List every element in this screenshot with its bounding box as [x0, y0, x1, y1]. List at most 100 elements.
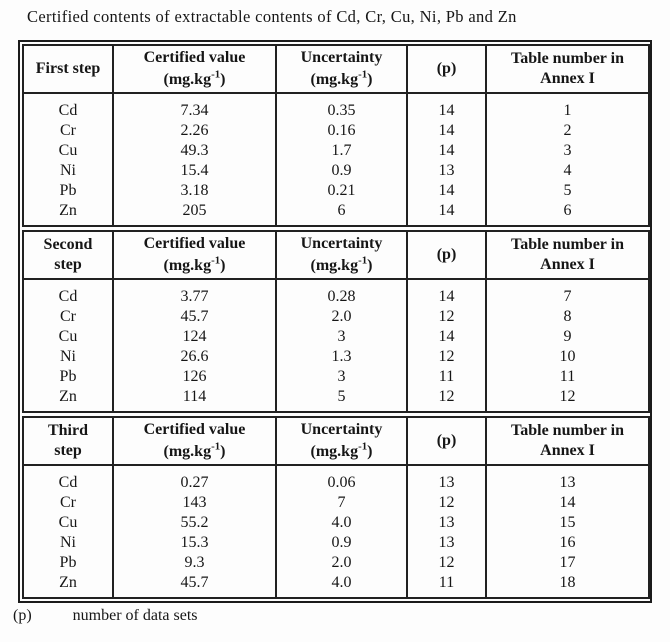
- cell-table-number: 3: [485, 141, 649, 161]
- cell-uncertainty: 6: [275, 201, 407, 226]
- cell-certified-value: 2.26: [112, 121, 276, 141]
- cell-element: Ni: [60, 162, 76, 179]
- cell-p: 14: [406, 93, 486, 121]
- cell-element: Ni: [60, 534, 76, 551]
- table-row: Cr 143 7 12 14: [23, 493, 649, 513]
- cell-uncertainty: 0.9: [275, 533, 407, 553]
- header-table-number: Table number in Annex I: [485, 231, 649, 280]
- header-p: (p): [406, 231, 486, 280]
- footnote-text: number of data sets: [72, 607, 198, 624]
- unit-label: (mg.kg-1): [163, 68, 226, 88]
- header-row: Second step Certified value (mg.kg-1) Unc…: [23, 231, 649, 280]
- header-row: First step Certified value (mg.kg-1) Unce…: [23, 45, 649, 94]
- table-row: Cu 55.2 4.0 13 15: [23, 513, 649, 533]
- table-row: Cd 0.27 0.06 13 13: [23, 465, 649, 493]
- cell-p: 14: [406, 181, 486, 201]
- cell-element: Zn: [59, 388, 77, 405]
- cell-uncertainty: 0.21: [275, 181, 407, 201]
- cell-certified-value: 9.3: [112, 553, 276, 573]
- cell-uncertainty: 3: [275, 367, 407, 387]
- cell-certified-value: 45.7: [112, 573, 276, 598]
- cell-uncertainty: 0.16: [275, 121, 407, 141]
- section-rows: Cd 0.27 0.06 13 13 Cr 143 7 12 14 Cu 55.: [23, 465, 649, 598]
- header-table-number: Table number in Annex I: [485, 45, 649, 94]
- cell-p: 12: [406, 307, 486, 327]
- cell-table-number: 8: [485, 307, 649, 327]
- cell-element: Cu: [58, 328, 78, 345]
- cell-certified-value: 15.4: [112, 161, 276, 181]
- header-uncertainty: Uncertainty (mg.kg-1): [275, 417, 407, 466]
- header-step: Second step: [23, 231, 113, 280]
- table-row: Pb 126 3 11 11: [23, 367, 649, 387]
- cell-table-number: 13: [485, 465, 649, 493]
- cell-element: Ni: [60, 348, 76, 365]
- cell-uncertainty: 2.0: [275, 307, 407, 327]
- cell-table-number: 4: [485, 161, 649, 181]
- cell-uncertainty: 0.35: [275, 93, 407, 121]
- header-row: Third step Certified value (mg.kg-1) Unce…: [23, 417, 649, 466]
- unit-label: (mg.kg-1): [163, 254, 226, 274]
- section-rows: Cd 3.77 0.28 14 7 Cr 45.7 2.0 12 8 Cu 12: [23, 279, 649, 412]
- cell-element: Pb: [59, 554, 77, 571]
- cell-certified-value: 15.3: [112, 533, 276, 553]
- header-certified-value: Certified value (mg.kg-1): [112, 45, 276, 94]
- cell-uncertainty: 0.06: [275, 465, 407, 493]
- table-title: Certified contents of extractable conten…: [27, 7, 517, 26]
- unit-label: (mg.kg-1): [310, 68, 373, 88]
- cell-table-number: 5: [485, 181, 649, 201]
- table-row: Pb 3.18 0.21 14 5: [23, 181, 649, 201]
- section-second-step: Second step Certified value (mg.kg-1) Unc…: [22, 230, 650, 413]
- cell-p: 12: [406, 347, 486, 367]
- table-row: Cr 45.7 2.0 12 8: [23, 307, 649, 327]
- header-step: Third step: [23, 417, 113, 466]
- cell-certified-value: 3.77: [112, 279, 276, 307]
- cell-table-number: 18: [485, 573, 649, 598]
- cell-uncertainty: 4.0: [275, 573, 407, 598]
- cell-uncertainty: 2.0: [275, 553, 407, 573]
- cell-element: Cd: [58, 102, 78, 119]
- cell-table-number: 15: [485, 513, 649, 533]
- cell-certified-value: 124: [112, 327, 276, 347]
- cell-uncertainty: 1.7: [275, 141, 407, 161]
- cell-uncertainty: 5: [275, 387, 407, 412]
- header-p: (p): [406, 45, 486, 94]
- table-row: Pb 9.3 2.0 12 17: [23, 553, 649, 573]
- cell-certified-value: 143: [112, 493, 276, 513]
- table-row: Zn 45.7 4.0 11 18: [23, 573, 649, 598]
- table-row: Ni 15.4 0.9 13 4: [23, 161, 649, 181]
- table-row: Cd 3.77 0.28 14 7: [23, 279, 649, 307]
- table-row: Cu 49.3 1.7 14 3: [23, 141, 649, 161]
- cell-element: Cu: [58, 142, 78, 159]
- cell-uncertainty: 7: [275, 493, 407, 513]
- table-row: Ni 26.6 1.3 12 10: [23, 347, 649, 367]
- footnote-symbol: (p): [13, 607, 32, 624]
- table-row: Cd 7.34 0.35 14 1: [23, 93, 649, 121]
- cell-table-number: 12: [485, 387, 649, 412]
- cell-p: 13: [406, 161, 486, 181]
- cell-certified-value: 49.3: [112, 141, 276, 161]
- header-uncertainty: Uncertainty (mg.kg-1): [275, 231, 407, 280]
- cell-certified-value: 55.2: [112, 513, 276, 533]
- cell-p: 11: [406, 573, 486, 598]
- section-first-step: First step Certified value (mg.kg-1) Unce…: [22, 44, 650, 227]
- unit-label: (mg.kg-1): [310, 440, 373, 460]
- cell-p: 14: [406, 121, 486, 141]
- cell-p: 12: [406, 493, 486, 513]
- cell-certified-value: 126: [112, 367, 276, 387]
- cell-p: 11: [406, 367, 486, 387]
- cell-p: 14: [406, 141, 486, 161]
- cell-p: 12: [406, 387, 486, 412]
- cell-element: Cr: [60, 308, 76, 325]
- cell-uncertainty: 1.3: [275, 347, 407, 367]
- cell-table-number: 2: [485, 121, 649, 141]
- cell-table-number: 17: [485, 553, 649, 573]
- cell-certified-value: 205: [112, 201, 276, 226]
- cell-p: 14: [406, 279, 486, 307]
- cell-element: Cu: [58, 514, 78, 531]
- cell-element: Zn: [59, 574, 77, 591]
- footnote: (p) number of data sets: [13, 607, 198, 625]
- cell-p: 14: [406, 327, 486, 347]
- header-step: First step: [23, 45, 113, 94]
- cell-element: Cr: [60, 122, 76, 139]
- cell-uncertainty: 3: [275, 327, 407, 347]
